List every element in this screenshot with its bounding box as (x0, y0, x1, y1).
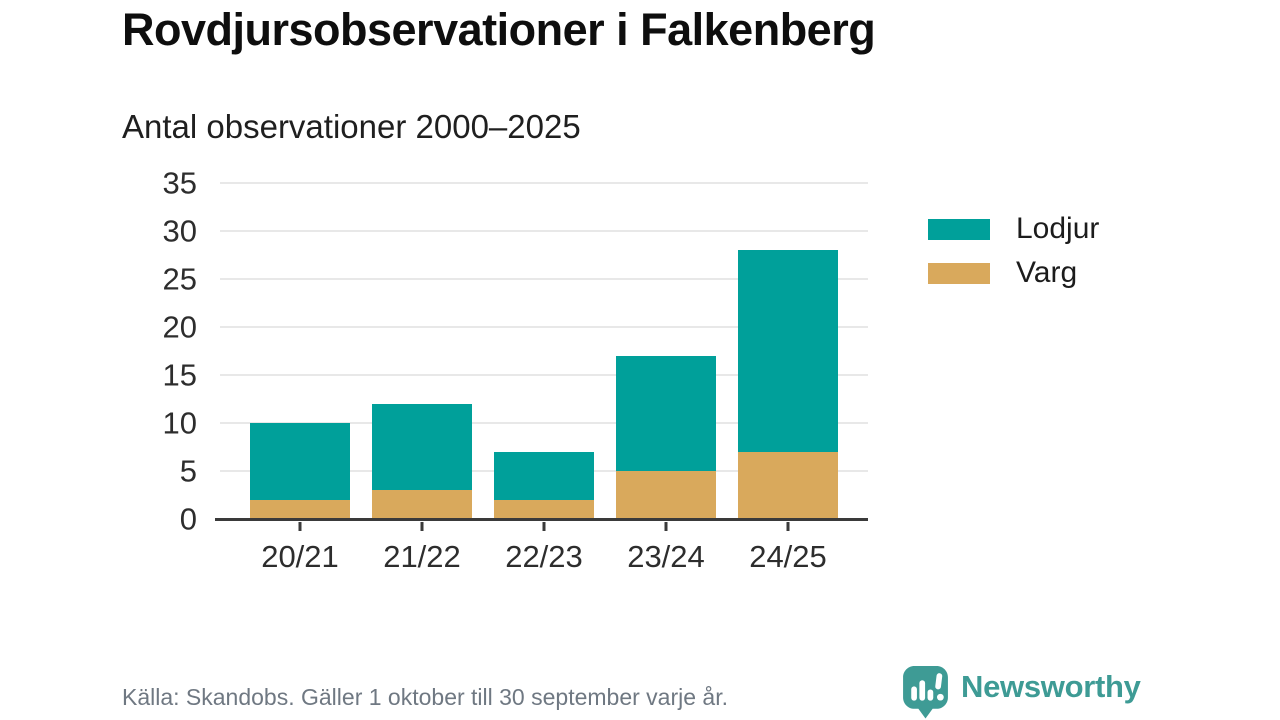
y-tick-label: 35 (162, 165, 197, 201)
y-gridline (220, 230, 868, 232)
bar-band: 22/23 (483, 183, 605, 574)
legend-swatch-lodjur (928, 218, 990, 240)
bar-segment-lodjur (738, 250, 838, 452)
legend-label: Varg (1016, 256, 1078, 289)
bar-segment-varg (738, 452, 838, 519)
plot-area: 0 5 10 15 20 25 30 35 20/21 21/22 22/23 23/24 24/25 (163, 168, 868, 574)
bar-group (738, 250, 838, 519)
y-tick-label: 30 (162, 213, 197, 249)
bar-band: 24/25 (727, 183, 849, 574)
bar-segment-lodjur (616, 356, 716, 471)
y-gridline (220, 278, 868, 280)
bar-group (250, 423, 350, 519)
bar-segment-lodjur (372, 404, 472, 490)
legend: Lodjur Varg (928, 214, 1099, 302)
y-tick-label: 5 (179, 453, 197, 489)
x-tick-label: 21/22 (383, 539, 461, 574)
newsworthy-wordmark: Newsworthy (961, 669, 1141, 704)
x-axis-tick (542, 522, 546, 531)
bar-band: 21/22 (361, 183, 483, 574)
bar-segment-lodjur (494, 452, 594, 500)
bar-segment-varg (250, 500, 350, 519)
x-axis-tick (664, 522, 668, 531)
x-tick-label: 20/21 (261, 539, 339, 574)
bar-group (616, 356, 716, 519)
speech-bubble-bar-chart-exclamation-icon (903, 666, 948, 719)
y-gridline (220, 374, 868, 376)
x-axis-line (215, 518, 868, 521)
y-gridline (220, 422, 868, 424)
bar-segment-lodjur (250, 423, 350, 500)
legend-label: Lodjur (1016, 212, 1100, 245)
y-gridline (220, 326, 868, 328)
x-tick-label: 24/25 (749, 539, 827, 574)
legend-item: Lodjur (928, 214, 1099, 244)
y-tick-label: 0 (179, 501, 197, 537)
x-axis-tick (420, 522, 424, 531)
x-axis-tick (786, 522, 790, 531)
bar-bands: 20/21 21/22 22/23 23/24 24/25 (239, 183, 849, 574)
y-tick-label: 20 (162, 309, 197, 345)
bar-segment-varg (616, 471, 716, 519)
bar-segment-varg (372, 490, 472, 519)
y-gridline (220, 182, 868, 184)
legend-item: Varg (928, 258, 1099, 288)
bar-band: 20/21 (239, 183, 361, 574)
bar-group (494, 452, 594, 519)
legend-swatch-varg (928, 262, 990, 284)
newsworthy-branding: Newsworthy (903, 666, 1141, 719)
x-axis-tick (298, 522, 302, 531)
bar-group (372, 404, 472, 519)
chart-subtitle: Antal observationer 2000–2025 (122, 108, 581, 145)
bar-band: 23/24 (605, 183, 727, 574)
x-tick-label: 22/23 (505, 539, 583, 574)
y-tick-label: 25 (162, 261, 197, 297)
x-tick-label: 23/24 (627, 539, 705, 574)
source-note: Källa: Skandobs. Gäller 1 oktober till 3… (122, 684, 728, 710)
y-tick-label: 10 (162, 405, 197, 441)
y-tick-label: 15 (162, 357, 197, 393)
chart-title: Rovdjursobservationer i Falkenberg (122, 4, 876, 55)
bar-segment-varg (494, 500, 594, 519)
